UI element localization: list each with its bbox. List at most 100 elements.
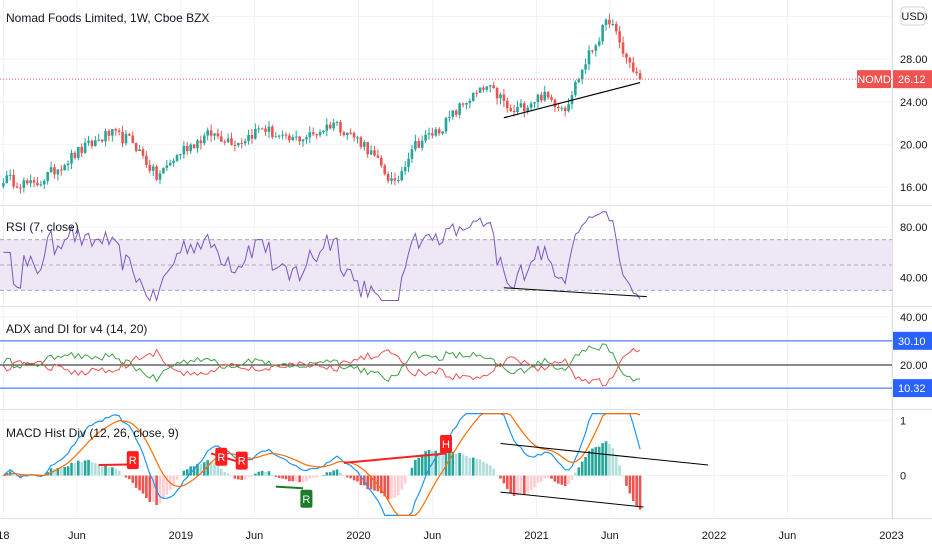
- candle-body: [250, 134, 254, 139]
- macd-hist-bar: [543, 475, 547, 479]
- price-candle: [185, 142, 189, 155]
- currency-button[interactable]: USD: [900, 6, 926, 26]
- price-candle: [77, 146, 80, 161]
- price-candle: [277, 134, 281, 140]
- divergence-marker[interactable]: H: [440, 435, 452, 454]
- candle-body: [145, 155, 148, 165]
- macd-hist-bar: [70, 462, 73, 476]
- macd-panel[interactable]: R R R R H: [2, 413, 709, 516]
- price-panel-title: Nomad Foods Limited, 1W, Cboe BZX: [6, 11, 209, 25]
- candle-body: [230, 138, 233, 145]
- candle-body: [352, 132, 356, 138]
- adx-lower-label: 10.32: [898, 383, 926, 395]
- candle-body: [584, 64, 587, 70]
- price-candle: [73, 150, 77, 160]
- macd-hist-bar: [505, 475, 509, 489]
- time-tick-label: 2022: [702, 530, 726, 542]
- adx-panel[interactable]: [0, 340, 892, 389]
- candle-body: [509, 108, 512, 112]
- price-candle: [111, 128, 114, 142]
- candle-body: [540, 94, 543, 101]
- macd-hist-bar: [529, 475, 533, 490]
- price-candle: [584, 58, 587, 74]
- macd-hist-bar: [366, 475, 369, 490]
- rsi-panel[interactable]: [0, 211, 892, 303]
- price-candle: [563, 105, 567, 117]
- macd-hist-bar: [192, 466, 196, 476]
- time-tick-label: 2021: [524, 530, 548, 542]
- macd-hist-bar: [254, 473, 257, 476]
- macd-hist-bar: [376, 475, 380, 492]
- candle-body: [366, 142, 369, 155]
- macd-hist-bar: [311, 475, 315, 478]
- divergence-marker[interactable]: R: [126, 451, 139, 470]
- price-candle: [42, 179, 46, 189]
- candle-body: [83, 142, 87, 153]
- candle-body: [608, 19, 611, 25]
- time-axis[interactable]: 18 Jun 2019 Jun 2020 Jun 2021 Jun 2022 Jun 2023: [0, 530, 904, 542]
- candle-body: [390, 178, 393, 181]
- price-candle: [281, 130, 284, 140]
- candle-body: [345, 132, 349, 136]
- macd-hist-bar: [100, 466, 104, 476]
- price-candle: [550, 94, 553, 103]
- candle-body: [155, 166, 158, 180]
- macd-hist-bar: [318, 475, 322, 477]
- macd-hist-bar: [257, 471, 261, 476]
- price-candle: [271, 124, 274, 140]
- adx-lower-bg: [893, 379, 932, 398]
- price-candle: [32, 176, 36, 188]
- macd-hist-bar: [618, 465, 621, 476]
- divergence-marker-bg: [126, 451, 139, 470]
- price-candle: [39, 180, 43, 187]
- price-candle: [301, 139, 305, 147]
- price-candle: [226, 133, 230, 144]
- price-candle: [625, 52, 628, 64]
- price-candle: [121, 125, 124, 148]
- macd-hist-bar: [611, 448, 615, 476]
- candle-body: [454, 110, 458, 115]
- macd-hist-bar: [383, 475, 387, 497]
- divergence-marker[interactable]: R: [235, 451, 248, 470]
- macd-hist-bar: [614, 455, 618, 476]
- candle-body: [342, 132, 346, 136]
- candle-body: [325, 124, 329, 131]
- divergence-marker[interactable]: R: [300, 489, 313, 508]
- macd-hist-bar: [107, 467, 111, 476]
- price-candle: [264, 125, 267, 137]
- divergence-marker[interactable]: R: [215, 447, 228, 466]
- macd-hist-bar: [134, 475, 138, 488]
- price-panel[interactable]: [0, 13, 892, 194]
- price-candle: [328, 121, 332, 130]
- price-candle: [162, 167, 165, 174]
- candle-body: [284, 134, 288, 136]
- price-candle: [390, 171, 393, 185]
- price-candle: [635, 67, 638, 76]
- macd-hist-bar: [294, 475, 298, 481]
- price-candle: [611, 19, 615, 27]
- price-candle: [604, 18, 608, 31]
- macd-hist-bar: [393, 475, 397, 498]
- price-candle: [434, 126, 438, 137]
- candle-body: [80, 146, 84, 153]
- macd-hist-bar: [495, 475, 499, 476]
- price-candle: [628, 56, 632, 69]
- candle-body: [12, 174, 15, 187]
- macd-hist-bar: [185, 469, 189, 476]
- macd-hist-bar: [175, 475, 179, 480]
- candle-body: [482, 87, 485, 90]
- macd-hist-bar: [359, 475, 363, 486]
- macd-hist-bar: [128, 475, 131, 480]
- candle-body: [42, 180, 46, 185]
- price-candle: [294, 130, 298, 141]
- macd-hist-bar: [577, 467, 581, 476]
- candle-body: [543, 91, 547, 101]
- price-candle: [117, 128, 121, 136]
- candle-body: [199, 140, 203, 144]
- macd-hist-bar: [458, 453, 461, 476]
- price-candle: [461, 102, 465, 108]
- candle-body: [614, 24, 618, 32]
- macd-hist-bar: [322, 474, 325, 476]
- symbol-badge[interactable]: NOMD: [857, 70, 891, 89]
